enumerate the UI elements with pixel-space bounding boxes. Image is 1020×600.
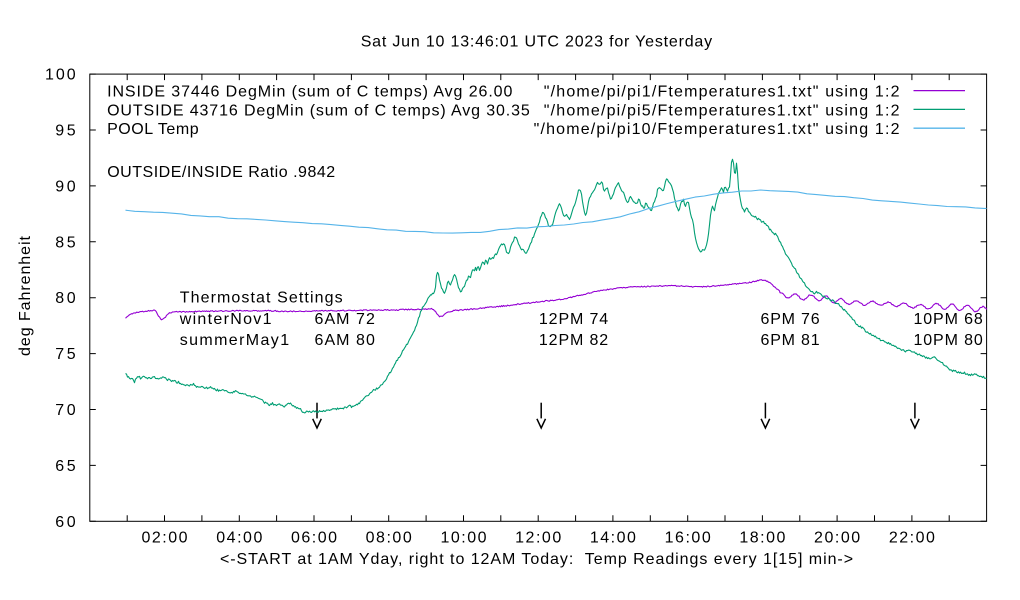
svg-text:<-START at 1AM Yday, right to: <-START at 1AM Yday, right to 12AM Today… xyxy=(220,551,853,568)
svg-text:10:00: 10:00 xyxy=(440,530,486,547)
svg-text:6PM 76: 6PM 76 xyxy=(761,311,820,328)
svg-text:OUTSIDE 43716 DegMin (sum of C: OUTSIDE 43716 DegMin (sum of C temps) Av… xyxy=(107,102,530,119)
svg-text:16:00: 16:00 xyxy=(665,530,711,547)
svg-text:POOL Temp: POOL Temp xyxy=(107,121,199,138)
svg-text:14:00: 14:00 xyxy=(590,530,636,547)
svg-text:Thermostat Settings: Thermostat Settings xyxy=(180,290,343,307)
svg-text:"/home/pi/pi1/Ftemperatures1.t: "/home/pi/pi1/Ftemperatures1.txt" using … xyxy=(544,84,900,101)
svg-text:20:00: 20:00 xyxy=(814,530,860,547)
svg-text:6PM 81: 6PM 81 xyxy=(761,332,820,349)
svg-text:12PM 82: 12PM 82 xyxy=(539,332,608,349)
svg-text:INSIDE 37446 DegMin (sum of C: INSIDE 37446 DegMin (sum of C temps) Avg… xyxy=(107,84,512,101)
svg-text:"/home/pi/pi5/Ftemperatures1.t: "/home/pi/pi5/Ftemperatures1.txt" using … xyxy=(544,102,900,119)
svg-text:6AM 72: 6AM 72 xyxy=(315,311,375,328)
svg-text:04:00: 04:00 xyxy=(216,530,262,547)
svg-text:18:00: 18:00 xyxy=(739,530,785,547)
svg-text:10PM 80: 10PM 80 xyxy=(914,332,983,349)
svg-text:06:00: 06:00 xyxy=(291,530,337,547)
svg-text:100: 100 xyxy=(45,67,76,84)
svg-text:OUTSIDE/INSIDE Ratio .9842: OUTSIDE/INSIDE Ratio .9842 xyxy=(107,164,335,181)
svg-text:08:00: 08:00 xyxy=(366,530,412,547)
svg-text:02:00: 02:00 xyxy=(141,530,187,547)
svg-text:Sat Jun 10 13:46:01 UTC 2023 f: Sat Jun 10 13:46:01 UTC 2023 for Yesterd… xyxy=(361,34,712,51)
svg-text:deg Fahrenheit: deg Fahrenheit xyxy=(17,236,34,356)
svg-text:summerMay1: summerMay1 xyxy=(180,332,289,349)
svg-text:22:00: 22:00 xyxy=(889,530,935,547)
svg-text:"/home/pi/pi10/Ftemperatures1.: "/home/pi/pi10/Ftemperatures1.txt" using… xyxy=(534,121,900,138)
svg-text:10PM 68: 10PM 68 xyxy=(914,311,983,328)
svg-text:12PM 74: 12PM 74 xyxy=(539,311,608,328)
svg-text:12:00: 12:00 xyxy=(515,530,561,547)
svg-text:6AM 80: 6AM 80 xyxy=(315,332,375,349)
svg-text:winterNov1: winterNov1 xyxy=(179,311,272,328)
